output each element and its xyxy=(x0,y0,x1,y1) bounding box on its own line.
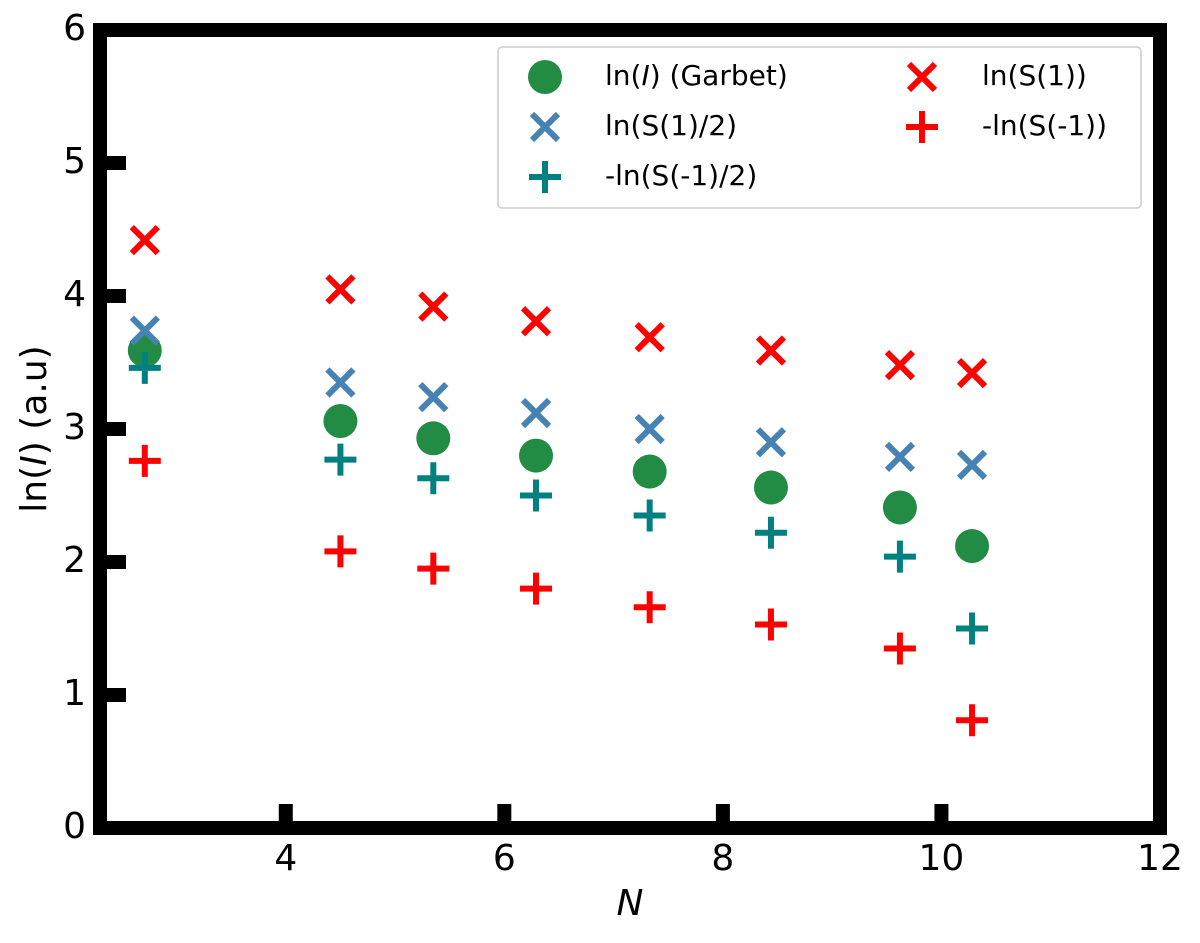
legend-label: ln(S(1)) xyxy=(982,59,1087,92)
marker-x xyxy=(129,225,160,256)
plot-frame xyxy=(93,23,1167,835)
marker-plus xyxy=(128,351,161,384)
legend-marker xyxy=(528,60,562,94)
y-tick-label: 5 xyxy=(63,141,86,182)
marker-plus xyxy=(324,535,357,568)
marker-x xyxy=(884,350,916,381)
marker-x xyxy=(634,322,665,353)
y-tick-label: 4 xyxy=(63,274,86,315)
marker-x xyxy=(755,427,787,458)
legend-label: -ln(S(-1)/2) xyxy=(605,159,757,192)
marker-plus xyxy=(956,704,989,737)
marker-x xyxy=(418,291,449,322)
marker-plus xyxy=(128,444,161,477)
legend-label: ln(S(1)/2) xyxy=(605,109,737,142)
x-tick-label: 6 xyxy=(493,838,516,879)
legend-marker xyxy=(906,61,938,93)
marker-x xyxy=(634,413,665,445)
y-tick-label: 2 xyxy=(63,540,86,581)
marker-plus xyxy=(520,479,553,512)
legend-marker xyxy=(529,111,561,143)
marker-circle xyxy=(632,454,667,489)
x-tick-label: 4 xyxy=(274,838,297,879)
marker-circle xyxy=(323,404,358,439)
marker-x xyxy=(325,274,356,305)
marker-plus xyxy=(417,552,450,585)
marker-plus xyxy=(520,572,553,605)
marker-circle xyxy=(882,490,917,525)
marker-x xyxy=(129,315,160,346)
marker-x xyxy=(884,441,916,473)
marker-plus xyxy=(324,443,357,476)
marker-plus xyxy=(417,462,450,495)
marker-circle xyxy=(519,438,554,473)
marker-plus xyxy=(956,612,989,645)
legend-marker xyxy=(906,111,938,143)
legend: ln(I) (Garbet) ln(S(1)/2) -ln(S(-1)/2) ln(S… xyxy=(497,46,1142,209)
marker-plus xyxy=(754,608,787,641)
marker-plus xyxy=(754,516,787,549)
marker-x xyxy=(325,367,356,398)
marker-circle xyxy=(753,470,788,505)
y-axis-label: ln(I) (a.u) xyxy=(14,345,55,512)
x-tick-label: 8 xyxy=(711,838,734,879)
y-tick-label: 6 xyxy=(63,8,86,49)
legend-label: -ln(S(-1)) xyxy=(982,109,1107,142)
x-tick-label: 10 xyxy=(919,838,965,879)
marker-plus xyxy=(883,632,916,665)
x-axis-label: N xyxy=(617,883,644,924)
marker-x xyxy=(956,449,988,481)
marker-circle xyxy=(955,529,990,564)
marker-x xyxy=(520,397,552,429)
marker-x xyxy=(418,381,449,413)
marker-circle xyxy=(416,421,451,456)
y-tick-label: 1 xyxy=(63,673,86,714)
marker-plus xyxy=(883,540,916,573)
legend-label: ln(I) (Garbet) xyxy=(605,59,788,92)
x-tick-label: 12 xyxy=(1137,838,1183,879)
marker-x xyxy=(520,306,552,337)
marker-plus xyxy=(633,499,666,532)
marker-x xyxy=(755,335,787,366)
legend-marker xyxy=(529,161,561,193)
y-tick-label: 3 xyxy=(63,407,86,448)
marker-x xyxy=(956,358,988,389)
y-tick-label: 0 xyxy=(63,806,86,847)
marker-plus xyxy=(633,591,666,624)
legend-box xyxy=(497,46,1142,209)
